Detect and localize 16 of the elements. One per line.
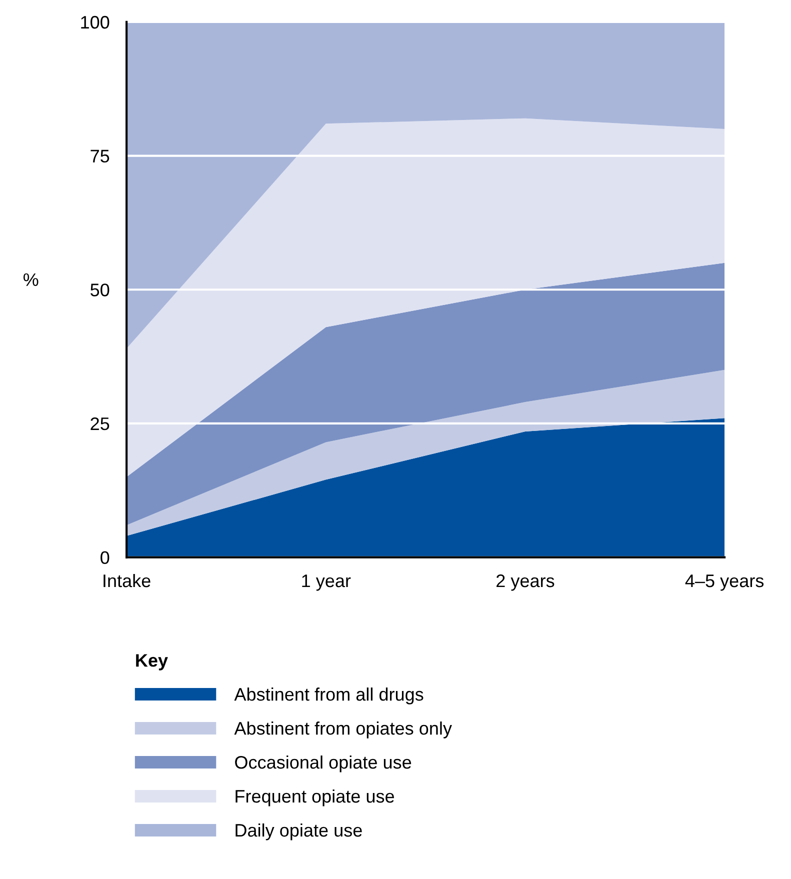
y-tick-label: 25 — [90, 417, 110, 430]
legend-title: Key — [136, 654, 168, 670]
legend-label: Occasional opiate use — [235, 755, 412, 772]
x-tick-label: 1 year — [302, 574, 351, 591]
x-tick-label: 2 years — [496, 574, 554, 591]
y-tick-label: 0 — [100, 551, 110, 564]
y-tick-label: 75 — [90, 150, 110, 163]
legend-label: Abstinent from opiates only — [234, 721, 452, 738]
legend-label: Daily opiate use — [236, 823, 362, 840]
x-tick-label: 4–5 years — [685, 574, 764, 591]
legend-label: Frequent opiate use — [236, 789, 394, 806]
y-axis-title: % — [23, 273, 38, 286]
y-tick-label: 50 — [90, 284, 110, 296]
legend-label: Abstinent from all drugs — [234, 688, 424, 704]
x-tick-label: Intake — [104, 574, 150, 588]
y-tick-label: 100 — [81, 16, 110, 29]
